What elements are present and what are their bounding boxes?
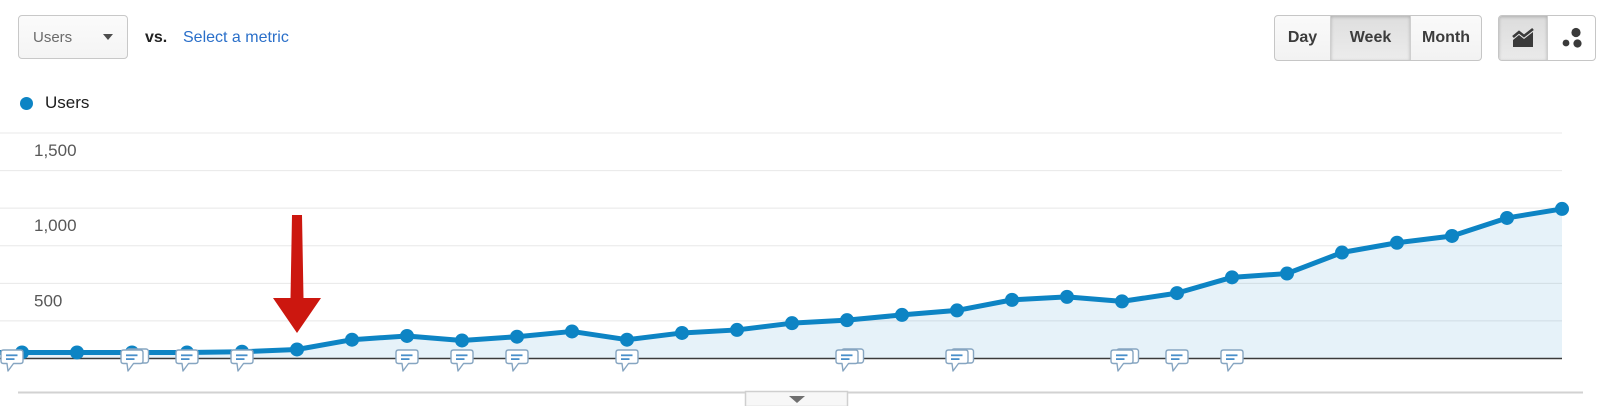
data-point[interactable] <box>1555 201 1569 216</box>
caret-down-icon <box>103 34 113 40</box>
annotation-marker[interactable] <box>1110 348 1140 372</box>
annotation-bubble-icon <box>175 349 199 372</box>
red-arrow-annotation <box>273 215 321 333</box>
chart-type-toggle <box>1498 15 1596 61</box>
data-point[interactable] <box>675 325 689 340</box>
data-point[interactable] <box>1280 266 1294 281</box>
annotation-marker[interactable] <box>1220 349 1244 372</box>
data-point[interactable] <box>620 332 634 347</box>
data-point[interactable] <box>785 316 799 331</box>
legend: Users <box>20 93 89 113</box>
annotation-bubble-icon <box>1110 349 1134 372</box>
vs-label: vs. <box>145 29 168 46</box>
annotation-marker[interactable] <box>120 348 150 372</box>
annotation-marker[interactable] <box>505 349 529 372</box>
metric-selector-dropdown[interactable]: Users <box>18 15 128 59</box>
data-point[interactable] <box>895 307 909 322</box>
annotation-bubble-icon <box>450 349 474 372</box>
y-axis-label: 1,500 <box>34 141 77 160</box>
area-fill <box>0 208 1562 359</box>
data-point[interactable] <box>1115 294 1129 309</box>
annotation-bubble-icon <box>1220 349 1244 372</box>
annotation-bubble-icon <box>835 349 859 372</box>
select-a-metric-link[interactable]: Select a metric <box>183 29 289 46</box>
annotation-marker[interactable] <box>230 349 254 372</box>
data-point[interactable] <box>730 322 744 337</box>
granularity-week-button[interactable]: Week <box>1330 16 1410 60</box>
timeline-drawer-toggle[interactable] <box>744 390 849 408</box>
data-point[interactable] <box>1445 228 1459 243</box>
annotation-marker[interactable] <box>615 349 639 372</box>
data-point[interactable] <box>1390 235 1404 250</box>
annotation-marker[interactable] <box>0 349 24 372</box>
annotation-bubble-icon <box>230 349 254 372</box>
data-point[interactable] <box>1060 289 1074 304</box>
annotation-bubble-icon <box>1165 349 1189 372</box>
data-point[interactable] <box>345 332 359 347</box>
granularity-day-button[interactable]: Day <box>1275 16 1330 60</box>
legend-label: Users <box>45 93 90 112</box>
annotation-bubble-icon <box>395 349 419 372</box>
annotation-bubble-icon <box>0 349 24 372</box>
data-point[interactable] <box>1170 286 1184 301</box>
data-point[interactable] <box>70 345 84 360</box>
annotation-marker[interactable] <box>835 348 865 372</box>
data-point[interactable] <box>510 329 524 344</box>
data-point[interactable] <box>290 342 304 357</box>
annotation-marker[interactable] <box>450 349 474 372</box>
motion-chart-icon <box>1562 27 1582 48</box>
annotation-marker[interactable] <box>175 349 199 372</box>
data-point[interactable] <box>1005 292 1019 307</box>
annotation-bubble-icon <box>505 349 529 372</box>
data-point[interactable] <box>1225 270 1239 285</box>
y-axis-label: 500 <box>34 291 62 310</box>
granularity-month-button[interactable]: Month <box>1410 16 1481 60</box>
line-chart-button[interactable] <box>1499 16 1547 60</box>
metric-selector-label: Users <box>33 28 73 46</box>
annotation-bubble-icon <box>615 349 639 372</box>
y-axis-label: 1,000 <box>34 216 77 235</box>
data-point[interactable] <box>455 333 469 348</box>
annotation-marker[interactable] <box>945 348 975 372</box>
data-point[interactable] <box>950 303 964 318</box>
annotation-marker[interactable] <box>395 349 419 372</box>
annotation-bubble-icon <box>120 349 144 372</box>
annotation-marker[interactable] <box>1165 349 1189 372</box>
annotation-bubble-icon <box>945 349 969 372</box>
data-point[interactable] <box>1500 210 1514 225</box>
data-point[interactable] <box>840 313 854 328</box>
data-point[interactable] <box>1335 245 1349 260</box>
granularity-toggle: Day Week Month <box>1274 15 1482 61</box>
collapse-arrow-icon <box>789 396 805 403</box>
motion-chart-button[interactable] <box>1547 16 1595 60</box>
line-chart-icon <box>1512 27 1534 47</box>
data-point[interactable] <box>400 328 414 343</box>
data-point[interactable] <box>565 324 579 339</box>
legend-dot-icon <box>20 96 33 110</box>
